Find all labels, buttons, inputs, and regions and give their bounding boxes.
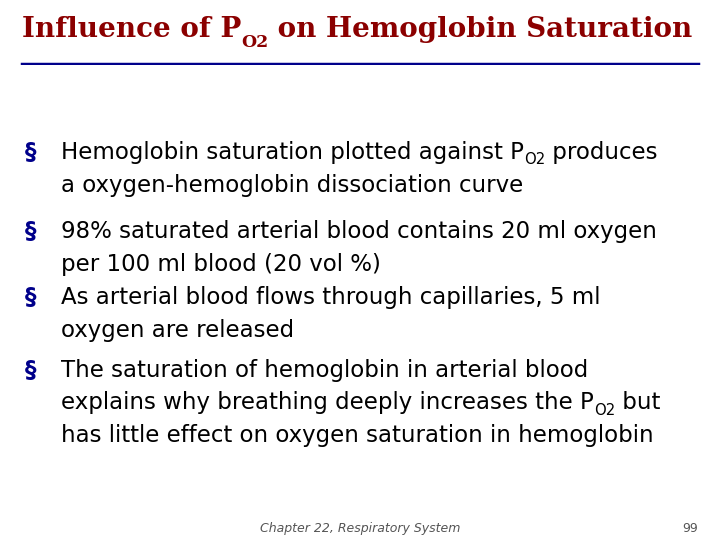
Text: explains why breathing deeply increases the P: explains why breathing deeply increases …: [61, 392, 594, 414]
Text: has little effect on oxygen saturation in hemoglobin: has little effect on oxygen saturation i…: [61, 424, 654, 447]
Text: O2: O2: [594, 403, 615, 418]
Text: a oxygen-hemoglobin dissociation curve: a oxygen-hemoglobin dissociation curve: [61, 174, 523, 197]
Text: O2: O2: [524, 152, 545, 167]
Text: §: §: [25, 141, 37, 164]
Text: oxygen are released: oxygen are released: [61, 319, 294, 342]
Text: per 100 ml blood (20 vol %): per 100 ml blood (20 vol %): [61, 253, 381, 276]
Text: but: but: [615, 392, 660, 414]
Text: §: §: [25, 286, 37, 309]
Text: 99: 99: [683, 522, 698, 535]
Text: Influence of P: Influence of P: [22, 16, 241, 43]
Text: As arterial blood flows through capillaries, 5 ml: As arterial blood flows through capillar…: [61, 286, 600, 309]
Text: Chapter 22, Respiratory System: Chapter 22, Respiratory System: [260, 522, 460, 535]
Text: O2: O2: [241, 33, 268, 51]
Text: §: §: [25, 359, 37, 382]
Text: 98% saturated arterial blood contains 20 ml oxygen: 98% saturated arterial blood contains 20…: [61, 220, 657, 244]
Text: The saturation of hemoglobin in arterial blood: The saturation of hemoglobin in arterial…: [61, 359, 588, 382]
Text: §: §: [25, 220, 37, 244]
Text: produces: produces: [545, 141, 658, 164]
Text: on Hemoglobin Saturation: on Hemoglobin Saturation: [268, 16, 693, 43]
Text: Hemoglobin saturation plotted against P: Hemoglobin saturation plotted against P: [61, 141, 524, 164]
